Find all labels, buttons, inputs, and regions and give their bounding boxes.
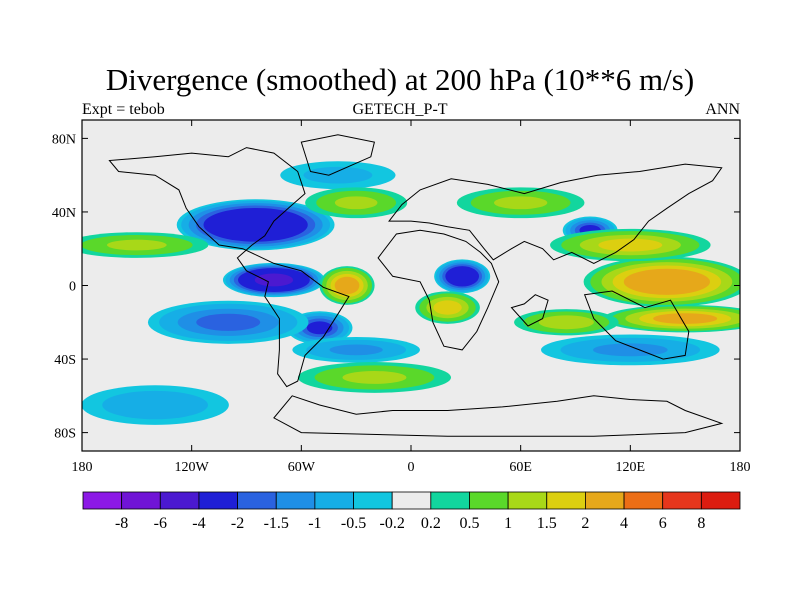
field-contour-6-2 [329,344,383,356]
x-tick-label-6: 180 [730,460,751,475]
coastline-6 [300,134,376,176]
colorbar-box-12 [546,491,586,510]
chart-title: Divergence (smoothed) at 200 hPa (10**6 … [105,62,695,97]
field-contour-1-5 [254,273,294,287]
colorbar-box-10 [469,491,509,510]
coastline-5 [273,395,724,437]
colorbar-box-6 [314,491,354,510]
colorbar-box-1 [121,491,161,510]
colorbar-label-9: 0.5 [459,515,479,532]
field-contour-8-1 [102,390,208,420]
coastline-4 [583,290,690,360]
colorbar-box-5 [275,491,316,510]
colorbar-box-0 [82,491,123,510]
colorbar-label-8: 0.2 [421,515,441,532]
colorbar-box-4 [237,491,277,510]
y-tick-label-4: 80S [54,427,76,442]
colorbar-box-8 [391,491,432,510]
colorbar-box-16 [700,491,741,510]
y-tick-label-1: 40N [52,206,76,221]
field-contour-10-4 [623,268,711,295]
field-contour-16-2 [538,315,594,330]
colorbar-label-5: -1 [308,515,321,532]
field-contour-17-2 [334,196,378,210]
colorbar-label-3: -2 [231,515,244,532]
colorbar-box-11 [507,491,548,510]
y-tick-label-2: 0 [69,280,76,295]
colorbar-box-14 [623,491,664,510]
field-contour-11-4 [653,313,718,324]
colorbar-label-12: 2 [581,515,589,532]
field-contour-12-3 [598,238,663,252]
field-contour-0-4 [203,207,308,242]
colorbar-label-2: -4 [192,515,205,532]
y-tick-label-0: 80N [52,132,76,147]
colorbar-label-7: -0.2 [380,515,405,532]
colorbar-label-13: 4 [620,515,628,532]
x-tick-label-0: 180 [72,460,93,475]
field-contour-14-4 [334,276,360,295]
x-tick-label-4: 60E [509,460,532,475]
colorbar-box-7 [353,491,393,510]
colorbar-box-9 [430,491,470,510]
x-tick-label-3: 0 [408,460,415,475]
x-tick-label-1: 120W [175,460,210,475]
colorbar-label-14: 6 [659,515,667,532]
field-contour-7-2 [593,343,668,357]
field-contour-19-2 [342,371,407,384]
subtitle-right: ANN [705,101,740,118]
field-contour-2-4 [445,266,480,287]
field-contour-9-1 [303,166,373,184]
field-contour-18-2 [494,196,548,210]
x-tick-label-2: 60W [288,460,316,475]
y-tick-label-3: 40S [54,353,76,368]
field-contour-4-4 [306,321,333,335]
colorbar-label-6: -0.5 [341,515,366,532]
field-contour-15-3 [433,300,462,315]
colorbar-box-2 [159,491,200,510]
subtitle-left: Expt = tebob [82,101,165,118]
colorbar-box-15 [662,491,702,510]
coastline-2 [377,229,500,351]
coastline-3 [510,294,549,327]
coastline-0 [108,147,350,388]
colorbar-label-11: 1.5 [537,515,557,532]
colorbar-label-15: 8 [697,515,705,532]
x-tick-label-5: 120E [616,460,646,475]
colorbar-label-1: -6 [154,515,167,532]
coastline-1 [388,163,723,264]
subtitle-center: GETECH_P-T [352,101,448,118]
colorbar-box-13 [585,491,625,510]
colorbar-label-4: -1.5 [264,515,289,532]
colorbar-label-0: -8 [115,515,128,532]
field-layer [82,120,740,451]
field-contour-13-2 [106,239,167,251]
colorbar-box-3 [198,491,238,510]
colorbar-label-10: 1 [504,515,512,532]
field-contour-5-3 [196,313,261,331]
